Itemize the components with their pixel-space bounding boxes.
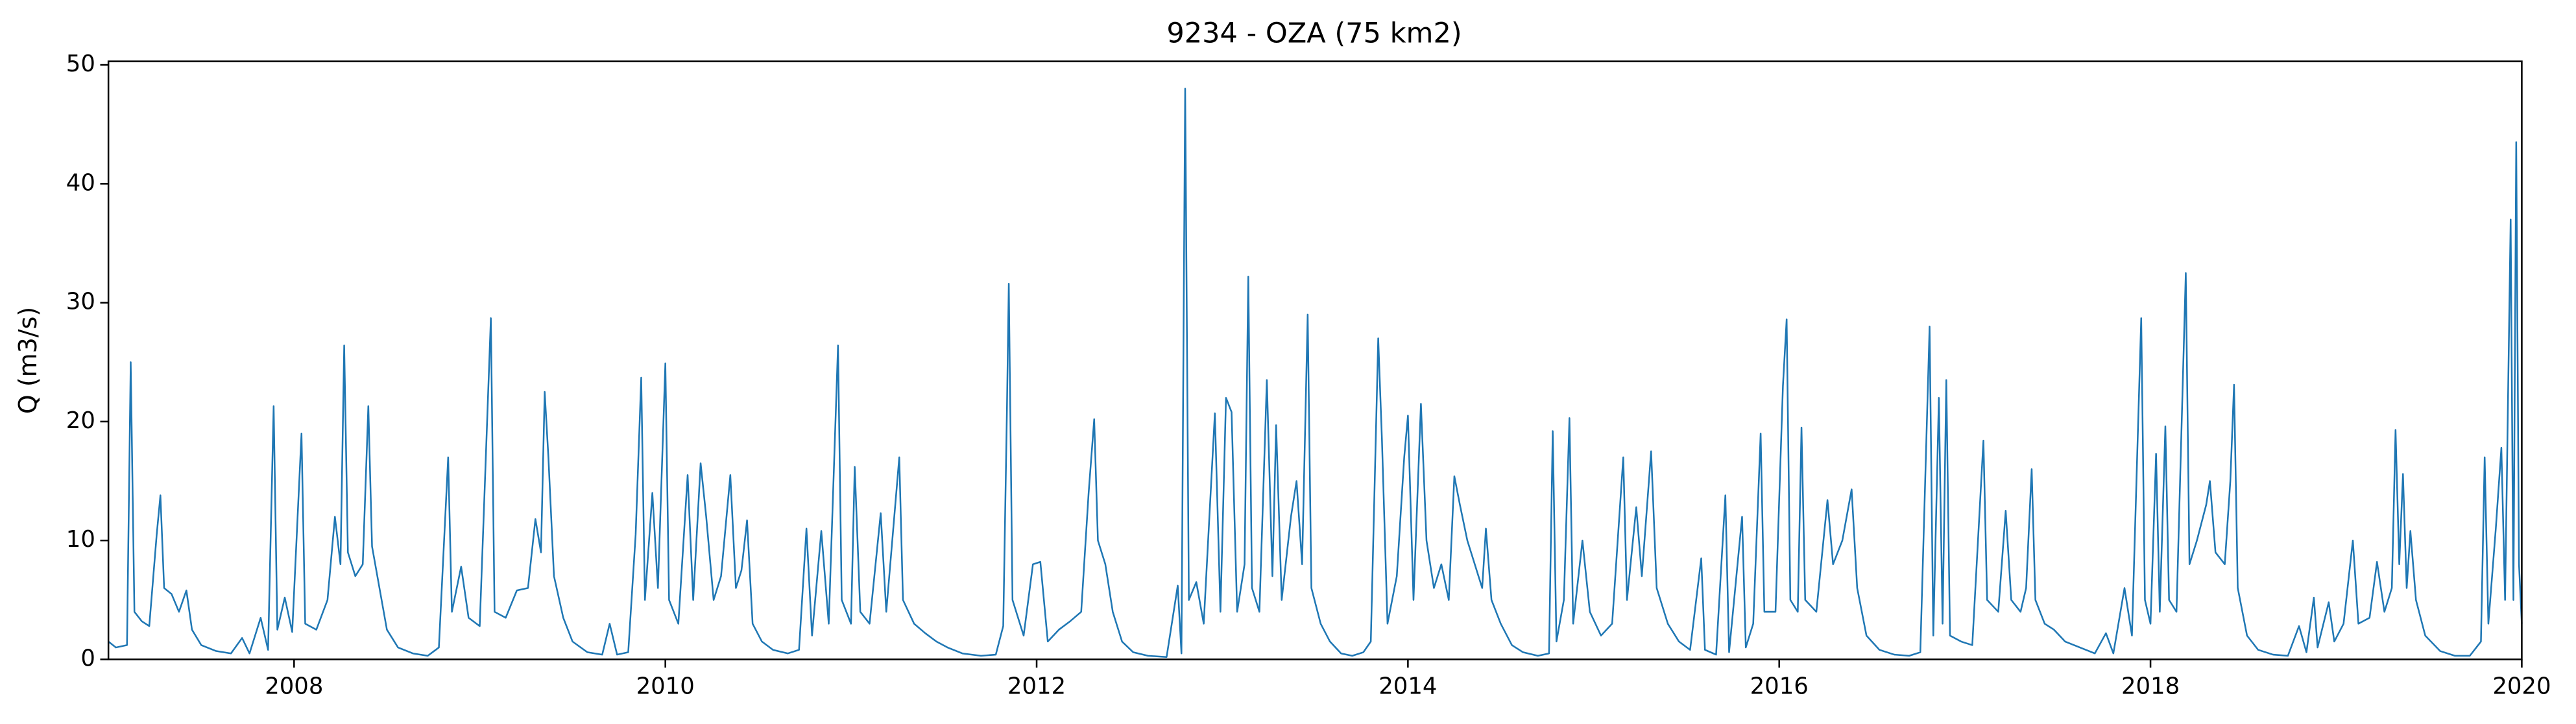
series-line [108,88,2523,658]
x-tick-label: 2014 [1378,673,1437,699]
y-tick-label: 0 [80,645,95,671]
x-tick-label: 2020 [2492,673,2551,699]
plot-frame [107,60,2523,660]
x-tick-label: 2010 [636,673,695,699]
y-tick-label: 10 [66,526,95,553]
y-tick-label: 30 [66,289,95,315]
y-tick-label: 50 [66,51,95,77]
x-tick-label: 2008 [265,673,323,699]
x-tick-label: 2012 [1007,673,1066,699]
x-tick-label: 2018 [2121,673,2180,699]
y-tick-label: 40 [66,169,95,196]
chart-title: 9234 - OZA (75 km2) [1166,18,1462,50]
x-tick-label: 2016 [1750,673,1809,699]
y-axis-label: Q (m3/s) [14,307,42,414]
y-tick-label: 20 [66,407,95,434]
